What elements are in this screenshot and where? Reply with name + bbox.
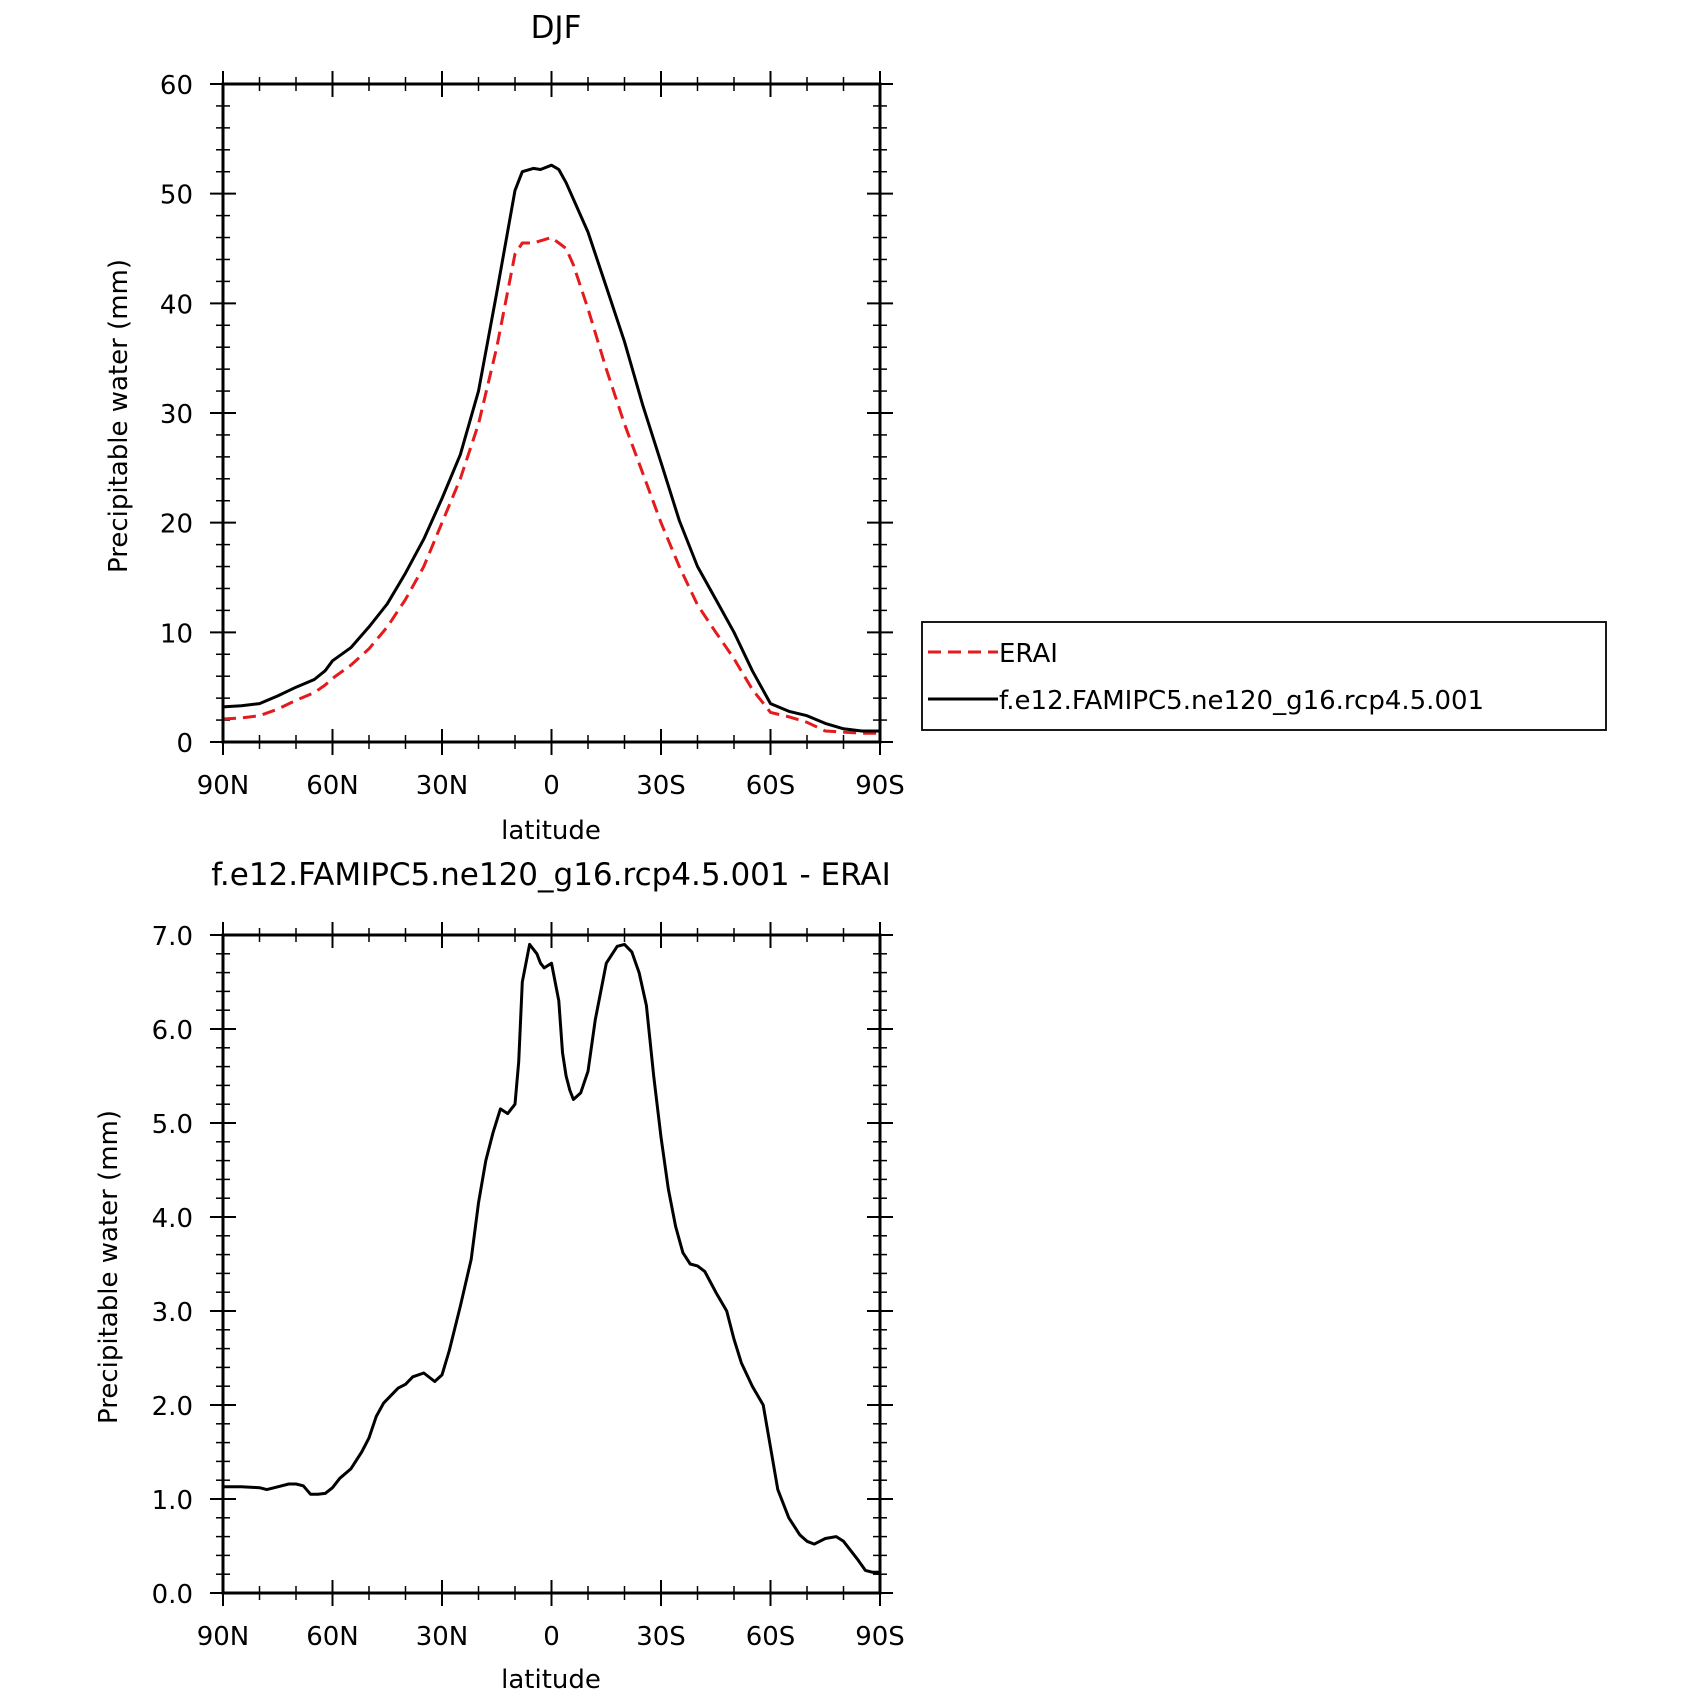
x-tick-label: 90N	[197, 771, 250, 801]
series-lines	[223, 942, 880, 1574]
y-tick-label: 30	[160, 400, 193, 430]
chart-difference: f.e12.FAMIPC5.ne120_g16.rcp4.5.001 - ERA…	[94, 857, 905, 1691]
y-tick-label: 10	[160, 619, 193, 649]
y-tick-label: 2.0	[152, 1392, 193, 1422]
x-tick-label: 90S	[855, 1622, 905, 1652]
tick-marks	[210, 71, 893, 755]
y-tick-label: 60	[160, 71, 193, 101]
y-tick-label: 0	[176, 729, 193, 759]
x-tick-label: 90S	[855, 771, 905, 801]
y-tick-label: 1.0	[152, 1486, 193, 1516]
plot-frame	[221, 82, 882, 744]
x-tick-label: 0	[543, 1622, 560, 1652]
x-tick-label: 30N	[416, 1622, 469, 1652]
legend: ERAI f.e12.FAMIPC5.ne120_g16.rcp4.5.001	[921, 621, 1607, 731]
series-line-difference	[223, 942, 880, 1574]
y-tick-label: 5.0	[152, 1110, 193, 1140]
y-tick-label: 3.0	[152, 1298, 193, 1328]
x-tick-label: 30S	[636, 771, 686, 801]
x-tick-label: 90N	[197, 1622, 250, 1652]
y-tick-label: 20	[160, 510, 193, 540]
chart-title: f.e12.FAMIPC5.ne120_g16.rcp4.5.001 - ERA…	[211, 857, 890, 893]
tick-labels: 90N 60N 30N 0 30S 60S 90S 0.0 1.0 2.0 3.0 4.0 5.0 6.0…	[152, 922, 905, 1652]
y-tick-label: 0.0	[152, 1580, 193, 1610]
y-tick-label: 4.0	[152, 1204, 193, 1234]
x-tick-label: 60S	[746, 771, 796, 801]
x-tick-label: 30N	[416, 771, 469, 801]
x-tick-label: 30S	[636, 1622, 686, 1652]
x-tick-label: 0	[543, 771, 560, 801]
tick-labels: 90N 60N 30N 0 30S 60S 90S 0 10 20 30 40 50 60	[160, 71, 905, 801]
legend-label-erai: ERAI	[999, 639, 1058, 669]
y-axis-label: Precipitable water (mm)	[104, 259, 134, 573]
y-tick-label: 7.0	[152, 922, 193, 952]
chart-djf: DJF Precipitable water (mm) latitude 90N…	[104, 10, 905, 846]
y-axis-label: Precipitable water (mm)	[94, 1110, 124, 1424]
legend-box	[921, 621, 1607, 731]
x-axis-label: latitude	[501, 816, 601, 846]
x-tick-label: 60N	[306, 771, 359, 801]
y-tick-label: 50	[160, 181, 193, 211]
plot-frame	[221, 933, 882, 1595]
x-tick-label: 60N	[306, 1622, 359, 1652]
tick-marks	[210, 922, 893, 1606]
x-tick-label: 60S	[746, 1622, 796, 1652]
y-tick-label: 40	[160, 290, 193, 320]
y-tick-label: 6.0	[152, 1016, 193, 1046]
series-line-f-e12-famipc5-ne120-g16-rcp4-5-001	[222, 163, 880, 733]
chart-title: DJF	[531, 10, 582, 46]
x-axis-label: latitude	[501, 1665, 601, 1691]
series-line-erai	[222, 236, 880, 735]
legend-label-model: f.e12.FAMIPC5.ne120_g16.rcp4.5.001	[999, 686, 1484, 716]
series-lines	[222, 163, 880, 735]
